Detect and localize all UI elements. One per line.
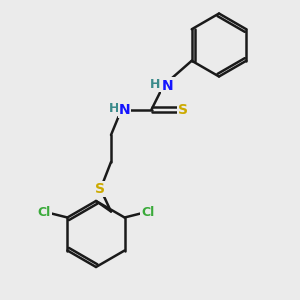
Text: Cl: Cl [141,206,154,220]
Text: N: N [162,79,174,92]
Text: H: H [109,101,119,115]
Text: Cl: Cl [38,206,51,220]
Text: H: H [150,77,160,91]
Text: S: S [178,103,188,116]
Text: S: S [95,182,106,196]
Text: N: N [119,103,130,116]
